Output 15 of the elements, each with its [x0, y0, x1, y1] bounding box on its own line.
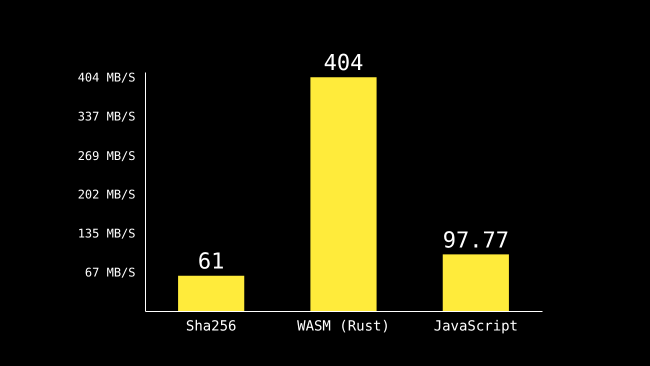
bar	[310, 77, 377, 311]
x-tick-label: Sha256	[186, 318, 236, 334]
x-tick-label: JavaScript	[434, 318, 518, 334]
y-tick-label: 404 MB/S	[78, 70, 136, 85]
y-tick-label: 67 MB/S	[84, 266, 136, 280]
bar	[178, 276, 244, 311]
data-label: 97.77	[442, 228, 509, 254]
y-tick-label: 269 MB/S	[78, 148, 136, 163]
y-tick-label: 202 MB/S	[78, 188, 136, 202]
y-tick-label: 135 MB/S	[78, 226, 136, 240]
bar	[442, 254, 509, 311]
x-tick-label: WASM (Rust)	[297, 318, 390, 334]
data-label: 61	[198, 250, 224, 275]
y-tick-label: 337 MB/S	[78, 109, 136, 124]
data-label: 404	[324, 51, 364, 76]
